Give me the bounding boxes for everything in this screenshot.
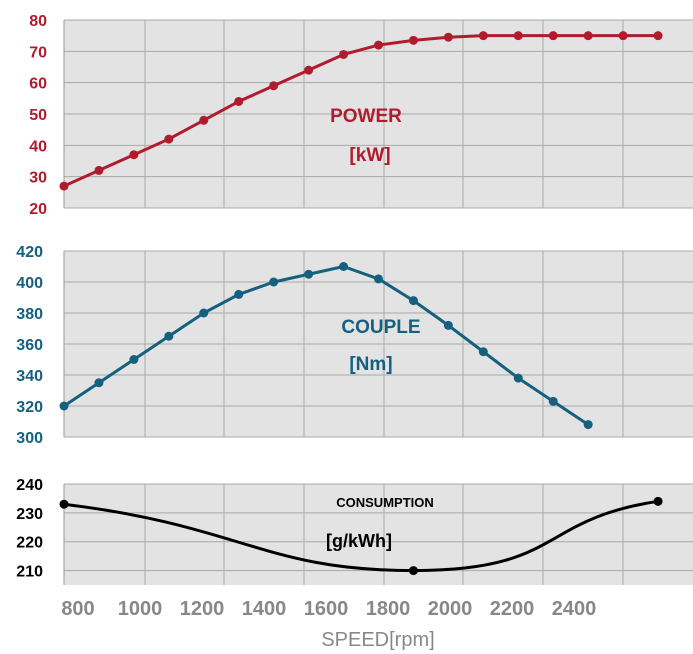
couple-series-line [62, 265, 590, 427]
couple-chart: 300 320 340 360 380 400 420 COUPLE [Nm] [16, 244, 693, 447]
y-tick-label: 50 [29, 107, 47, 124]
y-tick-label: 60 [29, 76, 47, 93]
consumption-data-point [653, 496, 663, 506]
couple-unit: [Nm] [349, 354, 392, 375]
couple-data-point [478, 347, 488, 357]
power-data-point [443, 32, 453, 42]
y-tick-label: 300 [16, 430, 43, 447]
y-tick-label: 230 [16, 506, 43, 523]
power-chart: 20 30 40 50 60 70 80 POWER [kW] [29, 13, 693, 218]
power-data-point [478, 31, 488, 41]
couple-data-point [513, 373, 523, 383]
couple-data-point [304, 269, 314, 279]
couple-data-point [94, 378, 104, 388]
couple-data-point [164, 331, 174, 341]
y-tick-label: 420 [16, 244, 43, 261]
x-axis-label: SPEED[rpm] [321, 629, 434, 651]
y-tick-label: 320 [16, 399, 43, 416]
consumption-title: CONSUMPTION [336, 495, 434, 510]
power-data-point [513, 31, 523, 41]
couple-data-point [408, 296, 418, 306]
x-tick-label: 1200 [180, 598, 225, 620]
y-tick-label: 360 [16, 337, 43, 354]
power-data-point [94, 165, 104, 175]
couple-data-point [269, 277, 279, 287]
couple-data-point [374, 274, 383, 284]
couple-data-point [59, 401, 69, 411]
y-tick-label: 240 [16, 477, 43, 494]
consumption-chart: 210 220 230 240 CONSUMPTION [g/kWh] [16, 477, 693, 585]
y-tick-label: 70 [29, 44, 47, 61]
x-tick-label: 800 [61, 598, 94, 620]
y-tick-label: 210 [16, 564, 43, 581]
x-tick-label: 1800 [366, 598, 411, 620]
y-tick-label: 380 [16, 306, 43, 323]
consumption-unit: [g/kWh] [326, 531, 392, 551]
y-tick-label: 220 [16, 535, 43, 552]
power-data-point [583, 31, 593, 41]
consumption-data-point [59, 499, 69, 509]
x-tick-label: 1400 [242, 598, 287, 620]
couple-data-point [234, 289, 244, 299]
x-tick-label: 1600 [304, 598, 349, 620]
power-title: POWER [330, 106, 402, 127]
power-data-point [59, 181, 69, 191]
power-data-point [339, 49, 349, 59]
y-tick-label: 340 [16, 368, 43, 385]
couple-data-point [443, 320, 453, 330]
y-tick-label: 40 [29, 138, 47, 155]
couple-data-point [339, 262, 349, 271]
couple-data-point [129, 355, 139, 364]
x-tick-label: 2400 [552, 598, 597, 620]
x-axis: 800 1000 1200 1400 1600 1800 2000 2200 2400 SPEED… [61, 598, 596, 651]
couple-data-point [548, 396, 558, 406]
consumption-data-point [408, 566, 418, 576]
power-data-point [618, 31, 628, 41]
power-data-point [129, 150, 139, 160]
y-tick-label: 80 [29, 13, 47, 30]
power-data-point [548, 31, 558, 41]
y-tick-label: 20 [29, 201, 47, 218]
power-data-point [269, 81, 279, 91]
power-data-point [234, 96, 244, 106]
y-tick-label: 400 [16, 275, 43, 292]
couple-data-point [583, 420, 593, 430]
power-data-point [653, 31, 663, 41]
x-tick-label: 2200 [490, 598, 535, 620]
x-tick-label: 2000 [428, 598, 473, 620]
x-tick-label: 1000 [118, 598, 163, 620]
power-series-line [62, 34, 660, 188]
couple-title: COUPLE [341, 317, 420, 338]
power-data-point [199, 115, 209, 125]
power-data-point [164, 134, 174, 144]
power-data-point [408, 35, 418, 45]
power-data-point [304, 65, 314, 75]
couple-data-point [199, 308, 209, 318]
y-tick-label: 30 [29, 170, 47, 187]
power-data-point [374, 40, 383, 50]
power-unit: [kW] [349, 145, 390, 166]
